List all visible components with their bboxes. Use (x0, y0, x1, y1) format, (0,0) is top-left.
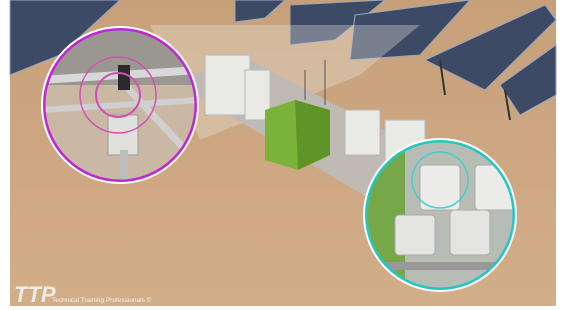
scene: TTP Technical Training Professionals © (0, 0, 563, 310)
page: TTP Technical Training Professionals © (… (0, 0, 563, 310)
logo-text: Technical Training Professionals © (52, 296, 152, 304)
zoom-right (364, 139, 516, 291)
green-enclosure (265, 100, 330, 170)
logo-mark: TTP (14, 282, 56, 307)
